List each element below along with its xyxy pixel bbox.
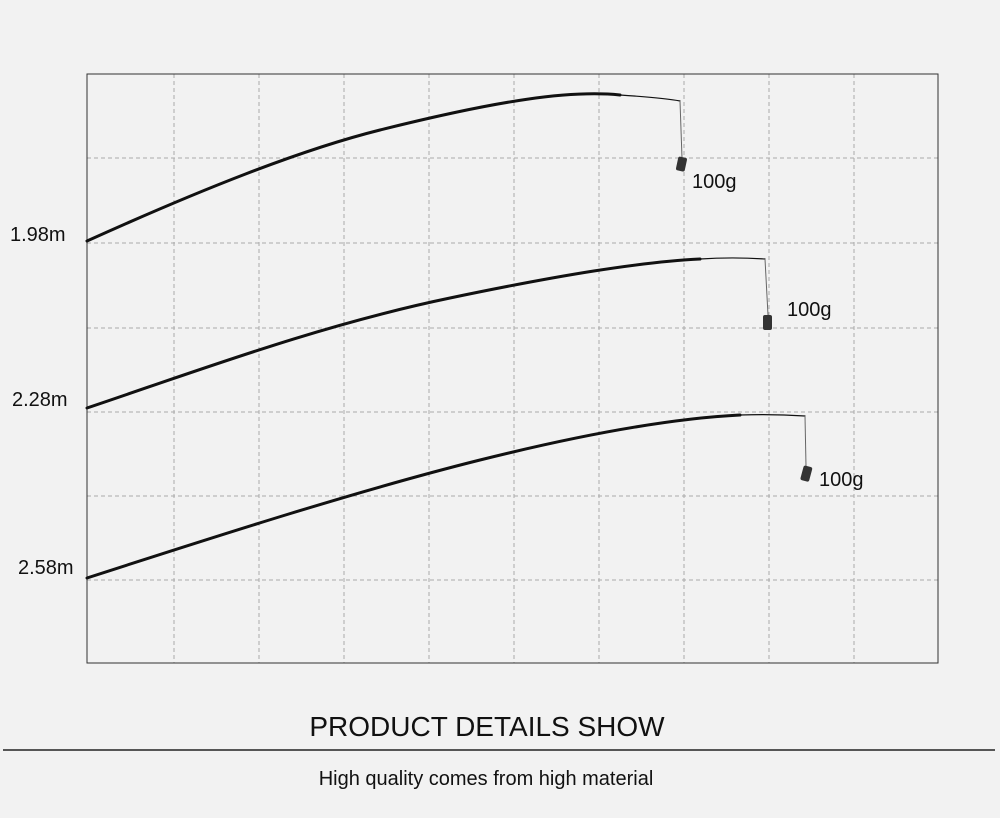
rod-1	[85, 92, 687, 243]
frame	[86, 73, 939, 664]
rod-length: 1.98m	[10, 224, 66, 246]
title: PRODUCT DETAILS SHOW	[309, 711, 665, 742]
weight-label: 100g	[692, 171, 737, 193]
subtitle: High quality comes from high material	[319, 768, 654, 790]
grid	[87, 74, 938, 663]
rod-3	[85, 413, 813, 580]
rod-length: 2.28m	[12, 389, 68, 411]
rod-length: 2.58m	[18, 557, 74, 579]
weight-label: 100g	[787, 299, 832, 321]
rod-2	[85, 257, 772, 410]
weight-label: 100g	[819, 469, 864, 491]
